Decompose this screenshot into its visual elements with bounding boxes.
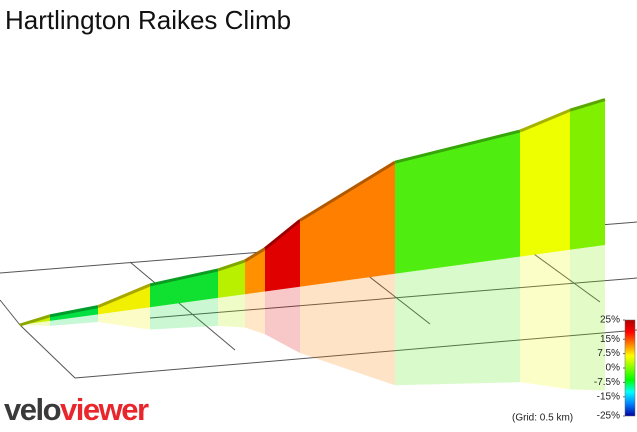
profile bbox=[19, 98, 606, 327]
segment-top bbox=[264, 219, 301, 250]
reflection bbox=[218, 294, 245, 328]
segment-top-shade bbox=[264, 219, 301, 250]
segment-top bbox=[569, 98, 606, 112]
reflection bbox=[245, 291, 265, 335]
colorbar-tick-label: -25% bbox=[597, 411, 620, 422]
segment-top-shade bbox=[244, 247, 266, 263]
reflection bbox=[520, 249, 570, 390]
segment-top-shade bbox=[217, 259, 246, 272]
segment-top bbox=[217, 259, 246, 272]
reflection bbox=[570, 245, 605, 391]
reflection bbox=[98, 307, 150, 330]
grid-line bbox=[149, 277, 637, 319]
segment-top-shade bbox=[149, 268, 219, 287]
segment-top-shade bbox=[569, 98, 606, 112]
chart-title: Hartlington Raikes Climb bbox=[5, 5, 291, 35]
reflections bbox=[20, 245, 605, 391]
segment bbox=[218, 260, 245, 298]
segment-top-shade bbox=[394, 129, 521, 164]
colorbar-tick-label: 0% bbox=[606, 363, 621, 374]
segment bbox=[98, 284, 150, 315]
reflection bbox=[50, 314, 98, 326]
colorbar-ticks: 25% 15% 7.5% 0% -7.5% -15% -25% bbox=[594, 315, 625, 422]
grid-line bbox=[129, 261, 236, 351]
logo-prefix: velo bbox=[4, 392, 61, 427]
segment-top bbox=[244, 247, 266, 263]
segment-top bbox=[19, 314, 51, 327]
segment-top-shade bbox=[19, 314, 51, 327]
grid-line bbox=[74, 329, 637, 379]
segment bbox=[150, 269, 218, 308]
colorbar bbox=[624, 319, 636, 417]
colorbar-tick-label: 25% bbox=[600, 315, 620, 326]
segment bbox=[265, 220, 300, 292]
segment bbox=[245, 248, 265, 295]
segment bbox=[395, 131, 520, 274]
reflection bbox=[150, 297, 218, 330]
segment-top bbox=[97, 283, 151, 308]
reflection bbox=[20, 320, 50, 326]
segment-top bbox=[49, 305, 99, 318]
reflection bbox=[265, 286, 300, 354]
grid-line bbox=[0, 299, 21, 326]
segment bbox=[300, 162, 395, 287]
grid-note: (Grid: 0.5 km) bbox=[512, 413, 573, 424]
grid-line bbox=[19, 324, 76, 379]
segment-top-shade bbox=[519, 108, 571, 133]
segment-top-shade bbox=[97, 283, 151, 308]
segment-top bbox=[394, 129, 521, 164]
colorbar-tick-label: 7.5% bbox=[597, 348, 620, 359]
colorbar-tick-label: -7.5% bbox=[594, 377, 620, 388]
segment-top bbox=[299, 160, 396, 222]
segment bbox=[520, 110, 570, 257]
reflection bbox=[300, 273, 395, 386]
logo: veloviewer bbox=[4, 392, 149, 427]
segment-top bbox=[519, 108, 571, 133]
colorbar-tick-label: 15% bbox=[600, 334, 620, 345]
segment-top bbox=[149, 268, 219, 287]
segment-top-shade bbox=[299, 160, 396, 222]
colorbar-tick-label: -15% bbox=[597, 391, 620, 402]
segment-top-shade bbox=[49, 305, 99, 318]
logo-suffix: viewer bbox=[60, 392, 149, 427]
reflection bbox=[395, 256, 520, 386]
segment bbox=[570, 99, 605, 250]
